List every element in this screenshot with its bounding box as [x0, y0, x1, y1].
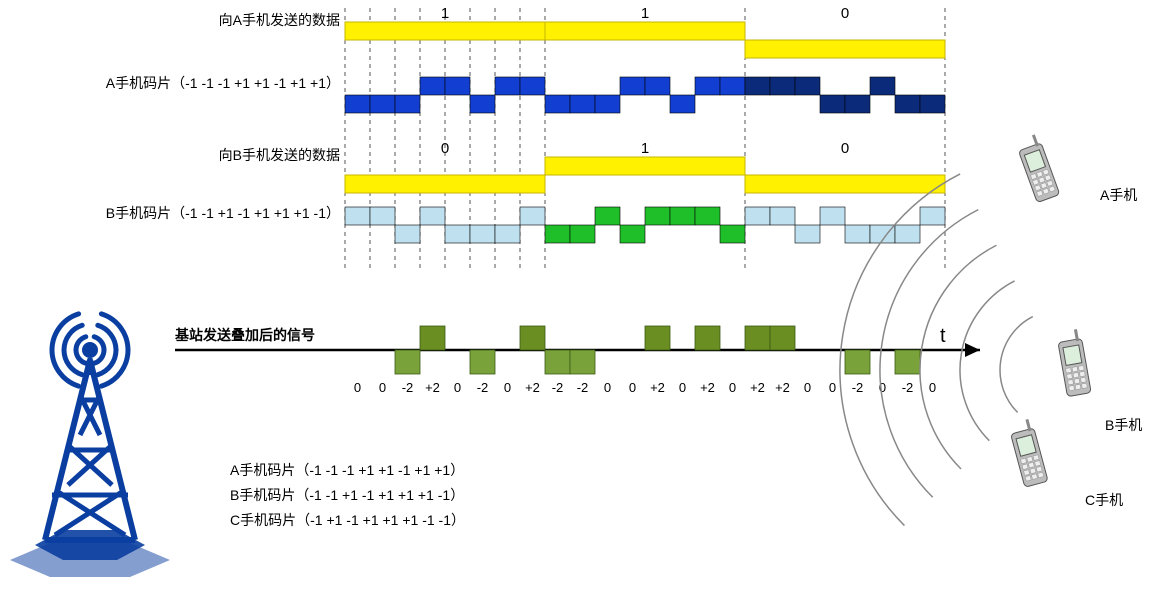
row-chipA: [345, 77, 945, 113]
svg-text:0: 0: [929, 380, 936, 395]
label-codeC: C手机码片（-1 +1 -1 +1 +1 +1 -1 -1）: [230, 512, 465, 528]
row-dataA: [345, 22, 945, 58]
label-rowA-data: 向A手机发送的数据: [219, 12, 340, 28]
svg-text:-2: -2: [402, 380, 414, 395]
svg-text:+2: +2: [425, 380, 440, 395]
svg-text:-2: -2: [552, 380, 564, 395]
svg-text:+2: +2: [525, 380, 540, 395]
label-rowB-chip: B手机码片（-1 -1 +1 -1 +1 +1 +1 -1）: [106, 205, 340, 221]
label-phoneB: B手机: [1105, 417, 1142, 433]
svg-text:0: 0: [379, 380, 386, 395]
svg-text:0: 0: [604, 380, 611, 395]
svg-text:-2: -2: [477, 380, 489, 395]
phone-icon-2: [1008, 418, 1048, 487]
svg-text:-2: -2: [902, 380, 914, 395]
svg-text:1: 1: [641, 140, 649, 157]
svg-text:+2: +2: [775, 380, 790, 395]
svg-text:1: 1: [441, 5, 449, 22]
svg-text:0: 0: [829, 380, 836, 395]
label-phoneC: C手机: [1085, 492, 1123, 508]
svg-text:0: 0: [841, 5, 849, 22]
svg-text:0: 0: [504, 380, 511, 395]
label-phoneA: A手机: [1100, 187, 1137, 203]
svg-text:-2: -2: [577, 380, 589, 395]
svg-text:0: 0: [679, 380, 686, 395]
svg-text:+2: +2: [700, 380, 715, 395]
svg-text:0: 0: [441, 140, 449, 157]
svg-text:1: 1: [641, 5, 649, 22]
svg-text:0: 0: [454, 380, 461, 395]
label-rowB-data: 向B手机发送的数据: [219, 147, 340, 163]
label-codeA: A手机码片（-1 -1 -1 +1 +1 -1 +1 +1）: [230, 462, 464, 478]
tower-icon: [10, 314, 170, 577]
label-rowA-chip: A手机码片（-1 -1 -1 +1 +1 -1 +1 +1）: [106, 75, 340, 91]
svg-text:t: t: [940, 325, 946, 347]
phone-icon-0: [1015, 133, 1060, 202]
svg-text:+2: +2: [650, 380, 665, 395]
svg-text:0: 0: [629, 380, 636, 395]
svg-text:0: 0: [804, 380, 811, 395]
row-dataB: [345, 157, 945, 193]
svg-text:0: 0: [841, 140, 849, 157]
phone-icon-1: [1056, 329, 1091, 397]
svg-text:0: 0: [354, 380, 361, 395]
row-chipB: [345, 207, 945, 243]
svg-text:-2: -2: [852, 380, 864, 395]
svg-text:0: 0: [729, 380, 736, 395]
label-sum: 基站发送叠加后的信号: [175, 327, 315, 343]
label-codeB: B手机码片（-1 -1 +1 -1 +1 +1 +1 -1）: [230, 487, 464, 503]
svg-text:+2: +2: [750, 380, 765, 395]
